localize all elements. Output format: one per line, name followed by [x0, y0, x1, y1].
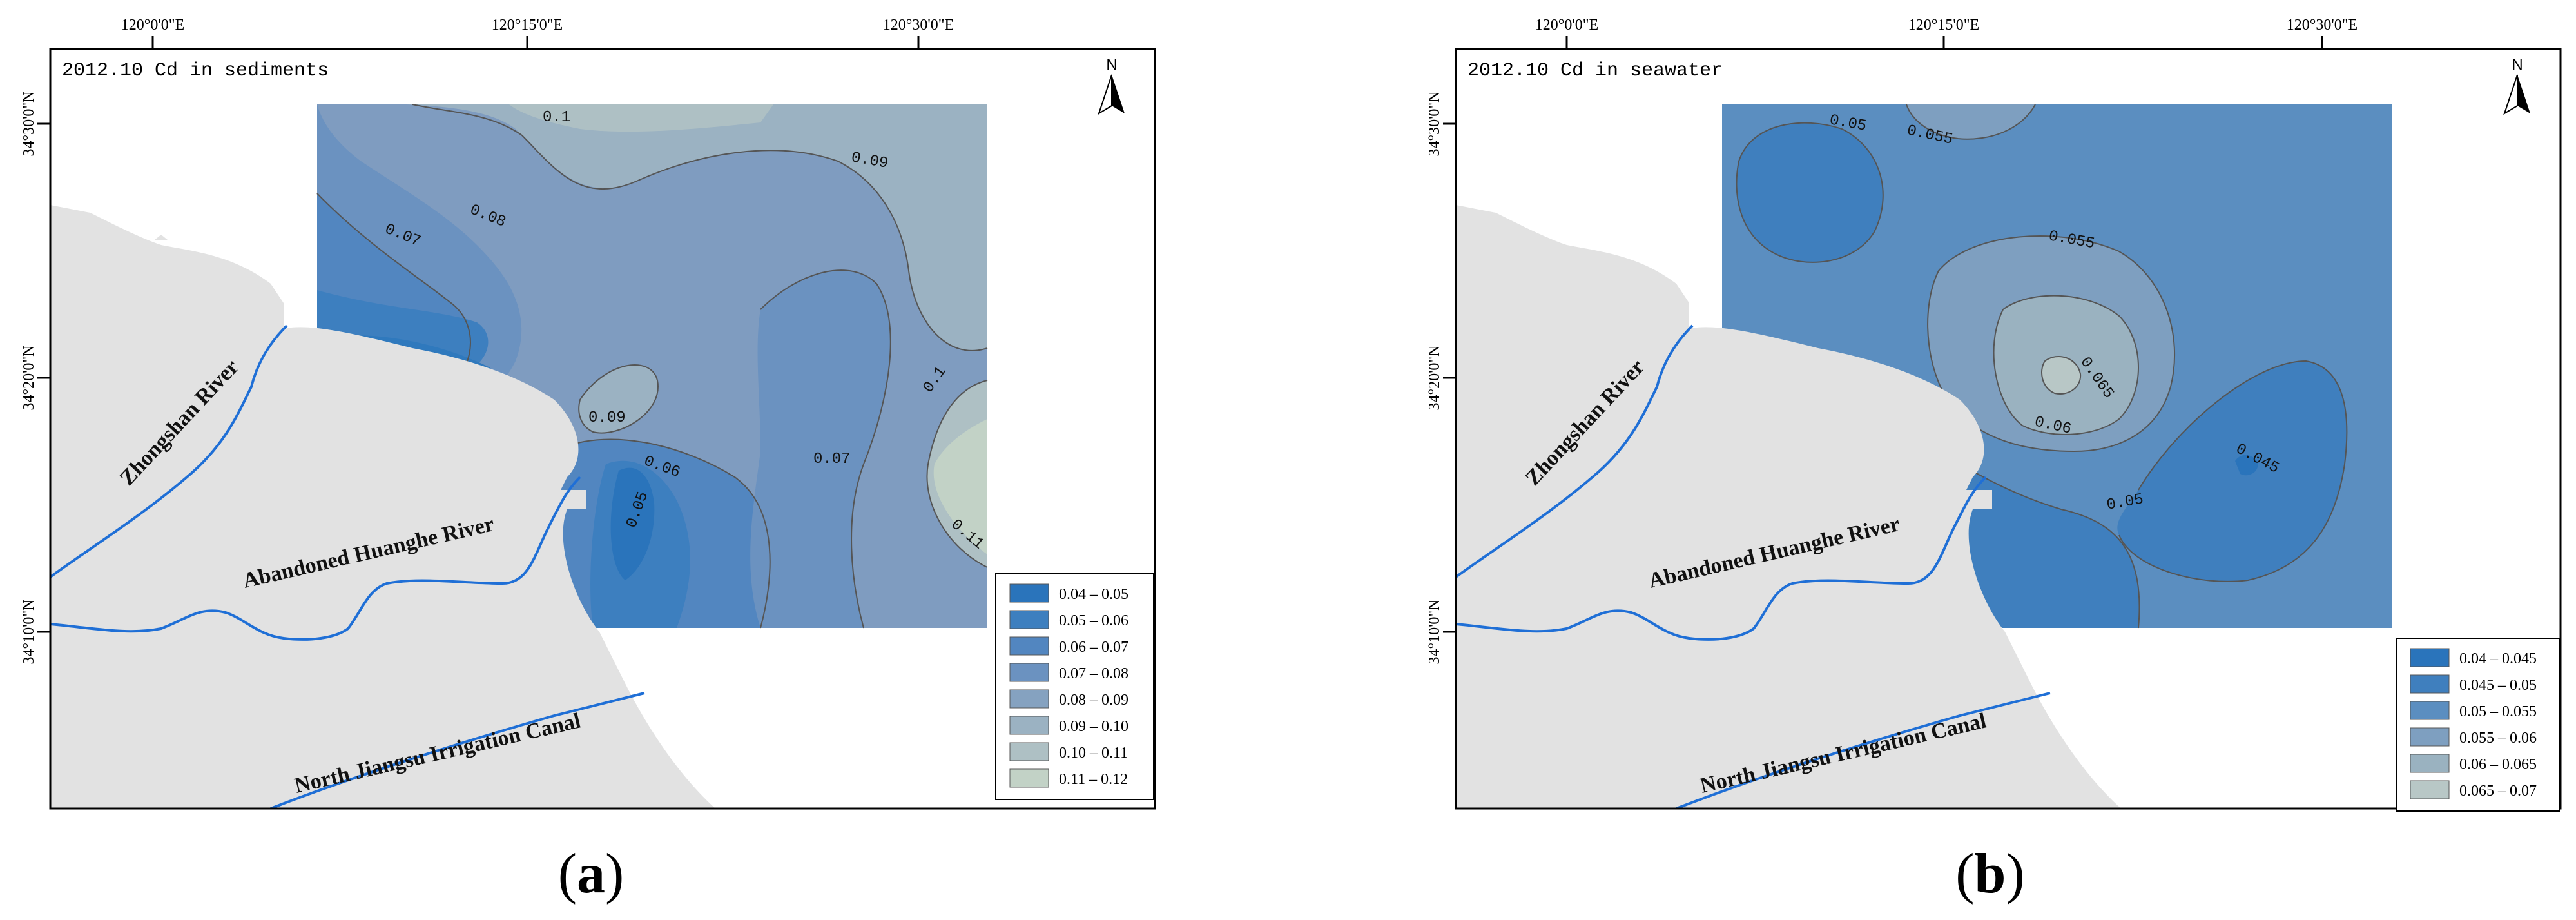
- panel-caption: (a): [557, 843, 625, 905]
- svg-text:N: N: [1106, 56, 1117, 73]
- north-jiangsu-canal-line: [1676, 692, 2051, 808]
- map-panel-b: 120°0'0"E 120°15'0"E 120°30'0"E 34°30'0"…: [1288, 0, 2575, 920]
- legend-box: [995, 573, 1154, 800]
- legend-label: 0.04 – 0.045: [2459, 651, 2537, 667]
- legend-label: 0.05 – 0.06: [1059, 612, 1128, 629]
- map-b-svg: 120°0'0"E 120°15'0"E 120°30'0"E 34°30'0"…: [1426, 17, 2562, 812]
- legend-swatch: [1009, 583, 1049, 603]
- legend-label: 0.07 – 0.08: [1059, 665, 1128, 682]
- legend-label: 0.09 – 0.10: [1059, 718, 1128, 735]
- contour-label: 0.09: [588, 409, 626, 427]
- lon-label: 120°30'0"E: [883, 17, 954, 34]
- legend-label: 0.11 – 0.12: [1059, 771, 1128, 788]
- legend-swatch: [2410, 701, 2450, 720]
- land-mass: [1456, 205, 2121, 808]
- lon-label: 120°30'0"E: [2287, 17, 2358, 34]
- legend-swatch: [2410, 727, 2450, 747]
- map-title: 2012.10 Cd in sediments: [62, 60, 329, 82]
- legend-label: 0.08 – 0.09: [1059, 692, 1128, 709]
- lat-label: 34°30'0"N: [21, 91, 37, 156]
- map-frame: [1455, 48, 2562, 810]
- legend-label: 0.06 – 0.065: [2459, 756, 2537, 773]
- legend-swatch: [2410, 648, 2450, 667]
- lat-label: 34°30'0"N: [1426, 91, 1443, 156]
- legend-swatch: [2410, 674, 2450, 694]
- legend-label: 0.055 – 0.06: [2459, 730, 2537, 747]
- legend-label: 0.10 – 0.11: [1059, 745, 1128, 761]
- map-panel-a: 120°0'0"E 120°15'0"E 120°30'0"E 34°30'0"…: [21, 17, 1156, 905]
- lon-label: 120°0'0"E: [121, 17, 184, 34]
- legend-swatch: [2410, 754, 2450, 773]
- north-jiangsu-canal-line: [270, 692, 645, 808]
- lat-label: 34°20'0"N: [1426, 345, 1443, 410]
- legend-swatch: [1009, 742, 1049, 761]
- abandoned-huanghe-river-line: [50, 476, 581, 641]
- lon-label: 120°15'0"E: [492, 17, 563, 34]
- legend-swatch: [1009, 636, 1049, 656]
- zhongshan-river-line: [50, 324, 288, 578]
- legend-swatch: [2410, 780, 2450, 799]
- lat-label: 34°10'0"N: [1426, 599, 1443, 664]
- abandoned-huanghe-river-line: [1456, 476, 1987, 641]
- map-frame: [49, 48, 1156, 810]
- legend-swatch: [1009, 716, 1049, 735]
- lat-label: 34°20'0"N: [21, 345, 37, 410]
- legend-label: 0.045 – 0.05: [2459, 677, 2537, 694]
- north-arrow-icon: N: [2503, 56, 2530, 115]
- legend-swatch: [1009, 610, 1049, 629]
- legend-swatch: [1009, 768, 1049, 788]
- lon-label: 120°15'0"E: [1908, 17, 1979, 34]
- legend-label: 0.04 – 0.05: [1059, 586, 1128, 603]
- legend: 0.04 – 0.045 0.045 – 0.05 0.05 – 0.055 0.05…: [2396, 638, 2560, 812]
- lon-label: 120°0'0"E: [1535, 17, 1598, 34]
- legend-label: 0.065 – 0.07: [2459, 783, 2537, 799]
- lat-label: 34°10'0"N: [21, 599, 37, 664]
- legend-swatch: [1009, 663, 1049, 682]
- map-title: 2012.10 Cd in seawater: [1467, 60, 1723, 82]
- contour-label: 0.07: [813, 451, 851, 468]
- legend-swatch: [1009, 689, 1049, 709]
- legend: 0.04 – 0.05 0.05 – 0.06 0.06 – 0.07 0.07 – …: [995, 573, 1154, 800]
- legend-label: 0.05 – 0.055: [2459, 703, 2537, 720]
- north-arrow-icon: N: [1098, 56, 1125, 115]
- contour-label: 0.1: [543, 109, 570, 126]
- land-mass: [50, 205, 715, 808]
- zhongshan-river-line: [1456, 324, 1694, 578]
- svg-text:N: N: [2512, 56, 2523, 73]
- map-a-svg: 120°0'0"E 120°15'0"E 120°30'0"E 34°30'0"…: [21, 17, 1156, 810]
- legend-label: 0.06 – 0.07: [1059, 639, 1128, 656]
- panel-caption: (b): [1955, 843, 2025, 905]
